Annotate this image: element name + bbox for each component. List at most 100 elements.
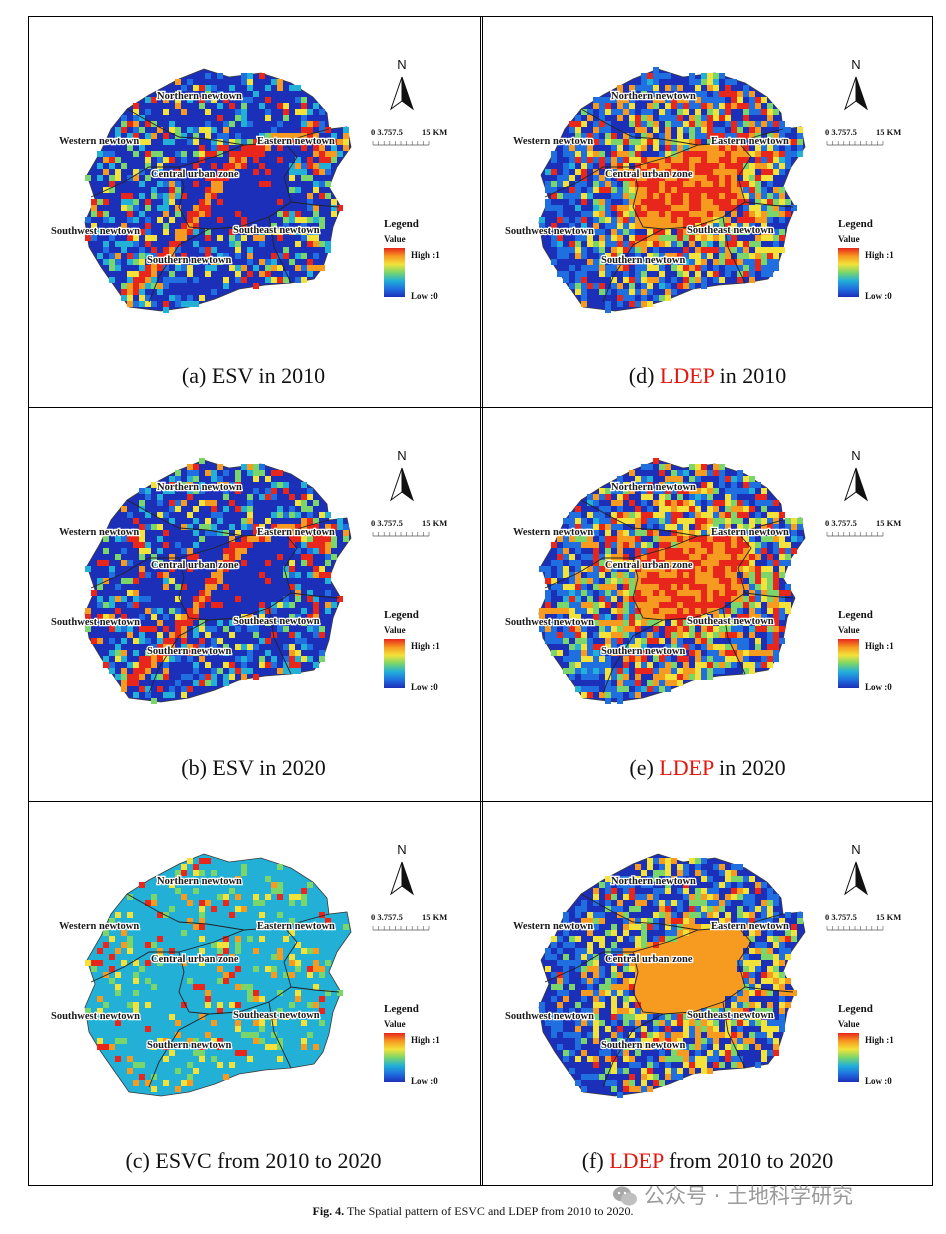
legend-title: Legend — [838, 1003, 873, 1015]
map-esvc-2010-2020: Northern newtown Western newtown Eastern n… — [50, 842, 447, 1097]
watermark: 公众号 · 土地科学研究 — [612, 1180, 853, 1210]
district-boundary-3 — [744, 986, 794, 993]
legend-value-label: Value — [384, 625, 406, 635]
scale-end-label: 15 KM — [422, 912, 447, 922]
scale-bar: 0 3.757.5 15 KM — [371, 912, 447, 931]
legend-high: High :1 — [411, 250, 440, 260]
district-boundary-5 — [602, 619, 664, 694]
legend-low: Low :0 — [411, 1076, 438, 1086]
figure-caption: Fig. 4. The Spatial pattern of ESVC and … — [312, 1204, 634, 1218]
scale-ticks-label: 0 3.757.5 — [825, 518, 857, 528]
zone-label-eastern: Eastern newtown — [711, 921, 789, 932]
zone-label-southwest: Southwest newtown — [505, 226, 594, 237]
map-esv-2020: Northern newtown Western newtown Eastern n… — [50, 448, 447, 704]
zone-label-southwest: Southwest newtown — [505, 617, 594, 628]
district-boundary-3 — [744, 201, 794, 208]
north-label: N — [851, 448, 860, 463]
district-boundary-0 — [178, 926, 298, 1015]
zone-label-western: Western newtown — [59, 527, 139, 538]
legend-low: Low :0 — [865, 291, 892, 301]
scale-bar: 0 3.757.5 15 KM — [371, 518, 447, 537]
caption-f: (f) LDEP from 2010 to 2020 — [581, 1148, 834, 1173]
legend: Legend Value High :1 Low :0 — [384, 1003, 440, 1086]
legend-low: Low :0 — [411, 291, 438, 301]
zone-label-eastern: Eastern newtown — [257, 136, 335, 147]
row-divider-2 — [29, 801, 932, 802]
caption-c: (c) ESVC from 2010 to 2020 — [125, 1148, 382, 1173]
north-label: N — [851, 842, 860, 857]
zone-label-southwest: Southwest newtown — [51, 226, 140, 237]
legend-high: High :1 — [865, 250, 894, 260]
north-label: N — [397, 448, 406, 463]
zone-label-southwest: Southwest newtown — [51, 617, 140, 628]
scale-bar: 0 3.757.5 15 KM — [825, 518, 901, 537]
zone-label-southeast: Southeast newtown — [233, 1010, 320, 1021]
scale-ticks-label: 0 3.757.5 — [371, 912, 403, 922]
scale-bar: 0 3.757.5 15 KM — [825, 912, 901, 931]
zone-label-southern: Southern newtown — [147, 255, 231, 266]
raster-cells — [538, 853, 806, 1098]
district-boundary-3 — [290, 201, 340, 208]
district-boundary-6 — [90, 557, 179, 589]
zone-label-central: Central urban zone — [151, 560, 239, 571]
legend: Legend Value High :1 Low :0 — [838, 1003, 894, 1086]
zone-label-northern: Northern newtown — [611, 876, 696, 887]
district-boundary-2 — [737, 913, 784, 928]
legend: Legend Value High :1 Low :0 — [384, 609, 440, 692]
legend-color-ramp — [838, 639, 859, 688]
zone-label-southeast: Southeast newtown — [687, 225, 774, 236]
zone-label-eastern: Eastern newtown — [711, 527, 789, 538]
zone-label-southern: Southern newtown — [147, 646, 231, 657]
district-boundary-4 — [268, 1001, 292, 1069]
scale-end-label: 15 KM — [422, 518, 447, 528]
scale-end-label: 15 KM — [422, 127, 447, 137]
map-esv-2010: Northern newtown Western newtown Eastern n… — [50, 57, 447, 313]
legend-title: Legend — [838, 609, 873, 621]
legend-value-label: Value — [384, 1019, 406, 1029]
legend-color-ramp — [838, 1033, 859, 1082]
caption-b: (b) ESV in 2020 — [181, 755, 326, 780]
scale-end-label: 15 KM — [876, 912, 901, 922]
zone-label-western: Western newtown — [513, 527, 593, 538]
map-ldep-2010-2020: Northern newtown Western newtown Eastern n… — [504, 842, 901, 1098]
legend-high: High :1 — [865, 1035, 894, 1045]
zone-label-southeast: Southeast newtown — [687, 1010, 774, 1021]
scale-bar: 0 3.757.5 15 KM — [825, 127, 901, 146]
legend-value-label: Value — [838, 625, 860, 635]
legend-high: High :1 — [411, 1035, 440, 1045]
raster-cells — [538, 67, 806, 313]
legend-value-label: Value — [384, 234, 406, 244]
zone-label-southeast: Southeast newtown — [687, 616, 774, 627]
north-arrow-icon: N — [390, 57, 414, 111]
district-boundary-1 — [580, 108, 699, 146]
legend-value-label: Value — [838, 1019, 860, 1029]
scale-end-label: 15 KM — [876, 127, 901, 137]
zone-label-southwest: Southwest newtown — [51, 1011, 140, 1022]
study-area-outline — [84, 853, 352, 1097]
district-boundary-5 — [602, 1013, 664, 1088]
district-boundary-5 — [148, 228, 210, 303]
district-boundary-3 — [290, 986, 340, 993]
wechat-icon — [613, 1186, 637, 1206]
raster-cells — [84, 458, 352, 704]
district-boundary-0 — [632, 926, 752, 1015]
legend-title: Legend — [384, 218, 419, 230]
column-divider — [480, 17, 483, 1185]
zone-label-southeast: Southeast newtown — [233, 225, 320, 236]
legend-value-label: Value — [838, 234, 860, 244]
zone-label-southern: Southern newtown — [601, 1040, 685, 1051]
district-boundary-2 — [283, 913, 330, 928]
legend-title: Legend — [384, 1003, 419, 1015]
district-boundary-1 — [126, 499, 245, 537]
district-boundary-0 — [632, 141, 752, 230]
zone-label-northern: Northern newtown — [611, 482, 696, 493]
zone-label-central: Central urban zone — [151, 169, 239, 180]
scale-ticks-label: 0 3.757.5 — [825, 127, 857, 137]
zone-label-southern: Southern newtown — [601, 255, 685, 266]
district-boundary-6 — [90, 166, 179, 198]
legend-low: Low :0 — [411, 682, 438, 692]
raster-cells — [538, 458, 806, 704]
district-boundary-1 — [580, 499, 699, 537]
legend: Legend Value High :1 Low :0 — [384, 218, 440, 301]
legend-color-ramp — [838, 248, 859, 297]
